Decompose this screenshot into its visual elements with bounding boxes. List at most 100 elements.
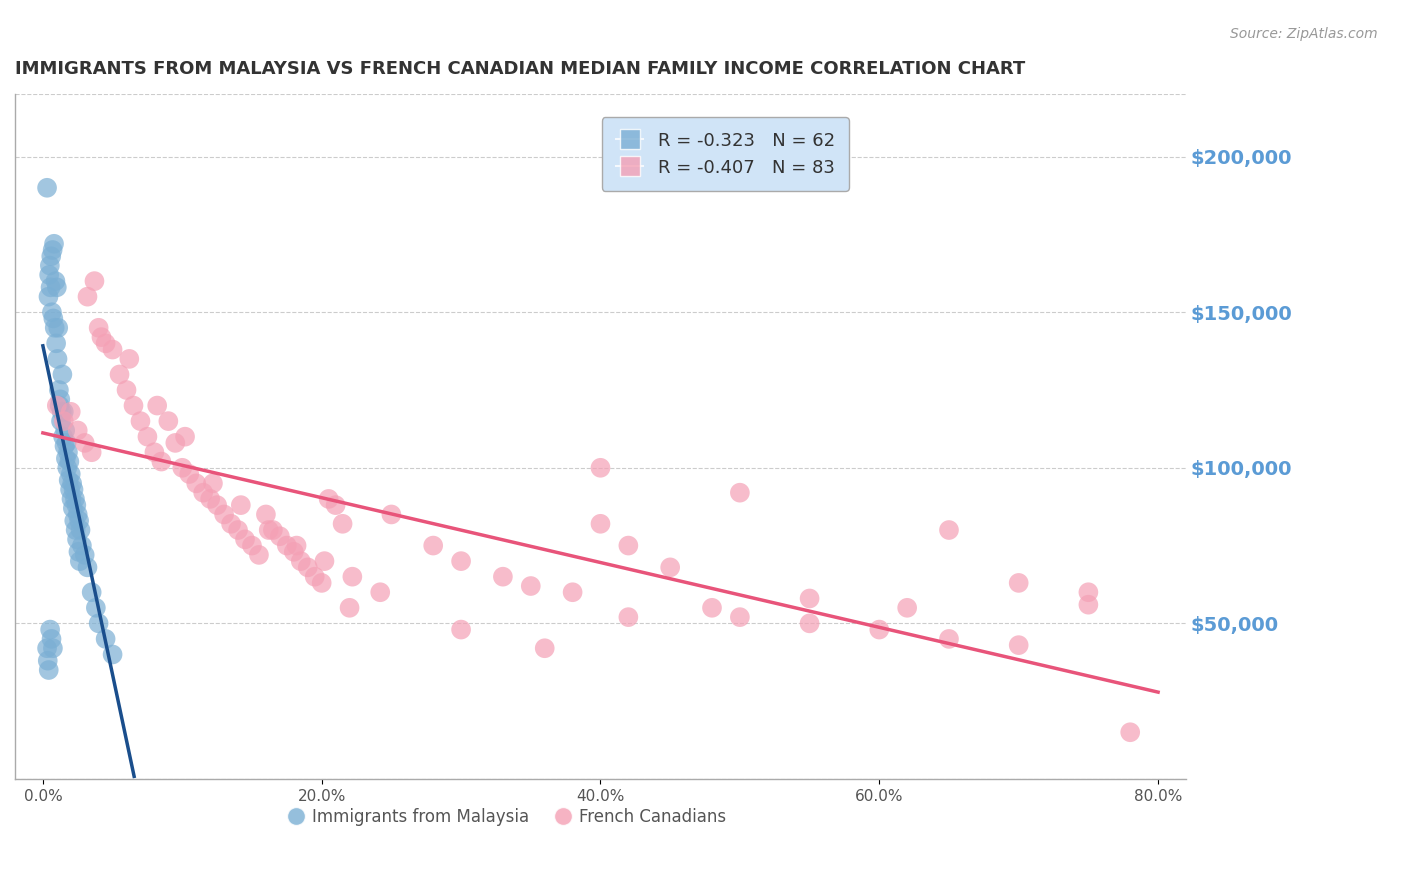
Point xyxy=(285,539,308,553)
Point xyxy=(304,570,326,584)
Point xyxy=(868,623,890,637)
Point xyxy=(35,181,58,195)
Point xyxy=(492,570,515,584)
Point xyxy=(49,392,72,407)
Point xyxy=(38,259,60,273)
Point xyxy=(380,508,402,522)
Point xyxy=(73,548,96,562)
Point xyxy=(46,320,69,334)
Point xyxy=(63,514,86,528)
Point xyxy=(157,414,180,428)
Point xyxy=(143,445,166,459)
Point xyxy=(37,654,59,668)
Point xyxy=(44,274,66,288)
Point xyxy=(311,575,333,590)
Point xyxy=(101,648,124,662)
Point xyxy=(80,585,103,599)
Point xyxy=(297,560,319,574)
Point xyxy=(44,320,66,334)
Point xyxy=(254,508,277,522)
Point xyxy=(332,516,354,531)
Point xyxy=(165,436,187,450)
Point xyxy=(39,623,62,637)
Point xyxy=(129,414,152,428)
Point xyxy=(226,523,249,537)
Point xyxy=(69,554,91,568)
Point xyxy=(94,336,117,351)
Point xyxy=(83,274,105,288)
Point xyxy=(66,424,89,438)
Point xyxy=(70,539,93,553)
Point xyxy=(150,454,173,468)
Point xyxy=(896,600,918,615)
Point xyxy=(66,508,89,522)
Point xyxy=(212,508,235,522)
Point xyxy=(51,405,73,419)
Point xyxy=(118,351,141,366)
Point xyxy=(193,485,215,500)
Point xyxy=(52,430,75,444)
Point xyxy=(659,560,682,574)
Point xyxy=(84,600,107,615)
Point xyxy=(41,243,63,257)
Point xyxy=(65,498,87,512)
Point xyxy=(45,399,67,413)
Point xyxy=(186,476,208,491)
Point xyxy=(276,539,298,553)
Point xyxy=(240,539,263,553)
Point xyxy=(58,454,80,468)
Point xyxy=(799,591,821,606)
Point xyxy=(35,641,58,656)
Point xyxy=(49,414,72,428)
Point xyxy=(80,445,103,459)
Point xyxy=(146,399,169,413)
Point xyxy=(728,610,751,624)
Point xyxy=(233,533,256,547)
Point xyxy=(247,548,270,562)
Point xyxy=(174,430,197,444)
Point xyxy=(339,600,361,615)
Point xyxy=(39,249,62,263)
Point xyxy=(269,529,291,543)
Point xyxy=(938,632,960,646)
Text: IMMIGRANTS FROM MALAYSIA VS FRENCH CANADIAN MEDIAN FAMILY INCOME CORRELATION CHA: IMMIGRANTS FROM MALAYSIA VS FRENCH CANAD… xyxy=(15,60,1025,78)
Point xyxy=(115,383,138,397)
Point xyxy=(39,280,62,294)
Text: Source: ZipAtlas.com: Source: ZipAtlas.com xyxy=(1230,27,1378,41)
Point xyxy=(219,516,242,531)
Point xyxy=(589,516,612,531)
Point xyxy=(76,290,98,304)
Point xyxy=(368,585,391,599)
Point xyxy=(101,343,124,357)
Point xyxy=(533,641,555,656)
Point xyxy=(938,523,960,537)
Point xyxy=(38,268,60,282)
Point xyxy=(201,476,224,491)
Point xyxy=(94,632,117,646)
Point xyxy=(318,491,340,506)
Point xyxy=(700,600,723,615)
Point xyxy=(56,445,79,459)
Point xyxy=(37,290,59,304)
Point xyxy=(59,483,82,497)
Point xyxy=(1008,638,1031,652)
Point xyxy=(42,311,65,326)
Point xyxy=(1008,575,1031,590)
Point xyxy=(55,451,77,466)
Point xyxy=(617,610,640,624)
Point xyxy=(45,336,67,351)
Point xyxy=(48,383,70,397)
Point xyxy=(198,491,221,506)
Point xyxy=(422,539,444,553)
Point xyxy=(122,399,145,413)
Point xyxy=(87,320,110,334)
Point xyxy=(41,632,63,646)
Point xyxy=(42,641,65,656)
Point xyxy=(41,305,63,319)
Point xyxy=(325,498,347,512)
Point xyxy=(67,514,90,528)
Point xyxy=(172,460,194,475)
Point xyxy=(520,579,543,593)
Point xyxy=(342,570,364,584)
Point xyxy=(48,399,70,413)
